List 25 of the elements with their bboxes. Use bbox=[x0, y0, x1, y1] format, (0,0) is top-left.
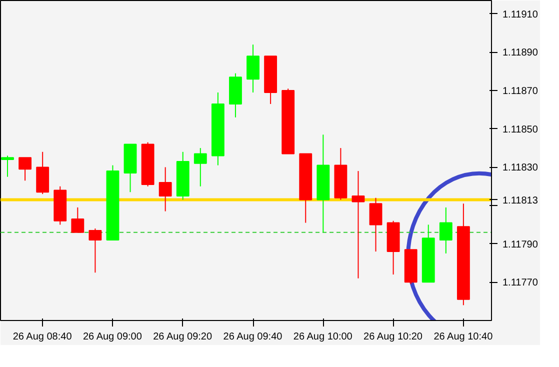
x-tick-label: 26 Aug 09:00 bbox=[82, 332, 142, 342]
candlestick bbox=[1, 155, 14, 178]
y-tick-label: 1.11890 bbox=[502, 48, 538, 59]
candlestick bbox=[352, 170, 365, 279]
x-tick-label: 26 Aug 09:40 bbox=[223, 332, 283, 342]
y-tick-label: 1.11770 bbox=[502, 278, 538, 289]
y-tick-label: 1.11790 bbox=[502, 239, 538, 250]
candlestick bbox=[194, 148, 207, 187]
x-tick-label: 26 Aug 10:20 bbox=[364, 332, 423, 342]
candlestick bbox=[158, 166, 172, 212]
y-tick-label: 1.11910 bbox=[502, 9, 538, 20]
candlestick bbox=[71, 206, 84, 233]
y-tick-label: 1.11850 bbox=[502, 124, 538, 136]
ref-line-label: 1.11813 bbox=[502, 195, 538, 206]
x-tick-label: 26 Aug 10:00 bbox=[293, 332, 353, 342]
x-tick-label: 26 Aug 08:40 bbox=[12, 332, 72, 342]
y-tick-label: 1.11830 bbox=[502, 162, 538, 174]
candlestick bbox=[246, 44, 260, 93]
candlestick bbox=[88, 228, 102, 274]
x-tick-label: 26 Aug 09:20 bbox=[153, 332, 213, 342]
y-tick-label: 1.11870 bbox=[502, 86, 538, 98]
candlestick bbox=[18, 157, 32, 182]
x-tick-label: 26 Aug 10:40 bbox=[434, 332, 494, 342]
candlestick bbox=[369, 197, 382, 252]
candlestick bbox=[439, 206, 452, 254]
